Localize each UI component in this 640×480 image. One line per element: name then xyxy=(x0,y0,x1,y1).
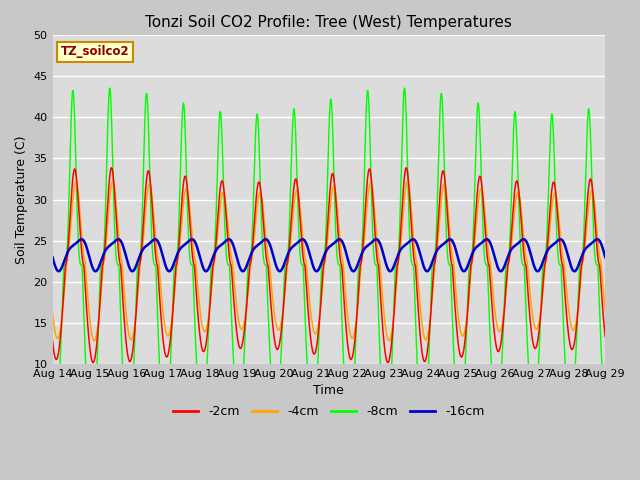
-4cm xyxy=(602,307,609,313)
-16cm xyxy=(148,238,156,244)
-2cm xyxy=(602,334,609,339)
X-axis label: Time: Time xyxy=(314,384,344,397)
-2cm xyxy=(422,355,430,360)
-16cm xyxy=(308,261,316,267)
-4cm xyxy=(148,194,156,200)
-8cm xyxy=(422,408,430,414)
-2cm xyxy=(308,347,316,352)
-16cm xyxy=(422,268,430,274)
-16cm xyxy=(387,268,394,274)
-4cm xyxy=(601,302,609,308)
-8cm xyxy=(602,414,609,420)
-4cm xyxy=(90,338,98,344)
-2cm xyxy=(49,338,56,344)
Text: TZ_soilco2: TZ_soilco2 xyxy=(61,45,129,58)
-2cm xyxy=(148,200,156,206)
-8cm xyxy=(49,424,56,430)
-8cm xyxy=(88,439,95,445)
-8cm xyxy=(484,286,492,291)
-2cm xyxy=(484,260,492,266)
-16cm xyxy=(602,254,609,260)
-4cm xyxy=(453,300,461,306)
-2cm xyxy=(89,360,97,365)
-4cm xyxy=(49,310,56,316)
-16cm xyxy=(49,254,56,260)
-8cm xyxy=(453,411,461,417)
Line: -16cm: -16cm xyxy=(52,239,605,271)
Title: Tonzi Soil CO2 Profile: Tree (West) Temperatures: Tonzi Soil CO2 Profile: Tree (West) Temp… xyxy=(145,15,512,30)
-8cm xyxy=(601,409,609,415)
-4cm xyxy=(308,322,316,328)
-8cm xyxy=(308,423,316,429)
-4cm xyxy=(422,336,430,342)
-16cm xyxy=(115,236,122,242)
-4cm xyxy=(109,179,116,184)
Line: -8cm: -8cm xyxy=(52,88,605,442)
-16cm xyxy=(601,252,609,258)
Y-axis label: Soil Temperature (C): Soil Temperature (C) xyxy=(15,135,28,264)
-4cm xyxy=(484,248,492,253)
-2cm xyxy=(403,165,410,171)
-2cm xyxy=(601,329,609,335)
-8cm xyxy=(106,85,113,91)
Line: -2cm: -2cm xyxy=(52,168,605,362)
-16cm xyxy=(484,237,492,243)
Line: -4cm: -4cm xyxy=(52,181,605,341)
-2cm xyxy=(453,327,461,333)
-16cm xyxy=(453,251,461,257)
-8cm xyxy=(148,242,156,248)
Legend: -2cm, -4cm, -8cm, -16cm: -2cm, -4cm, -8cm, -16cm xyxy=(168,400,490,423)
